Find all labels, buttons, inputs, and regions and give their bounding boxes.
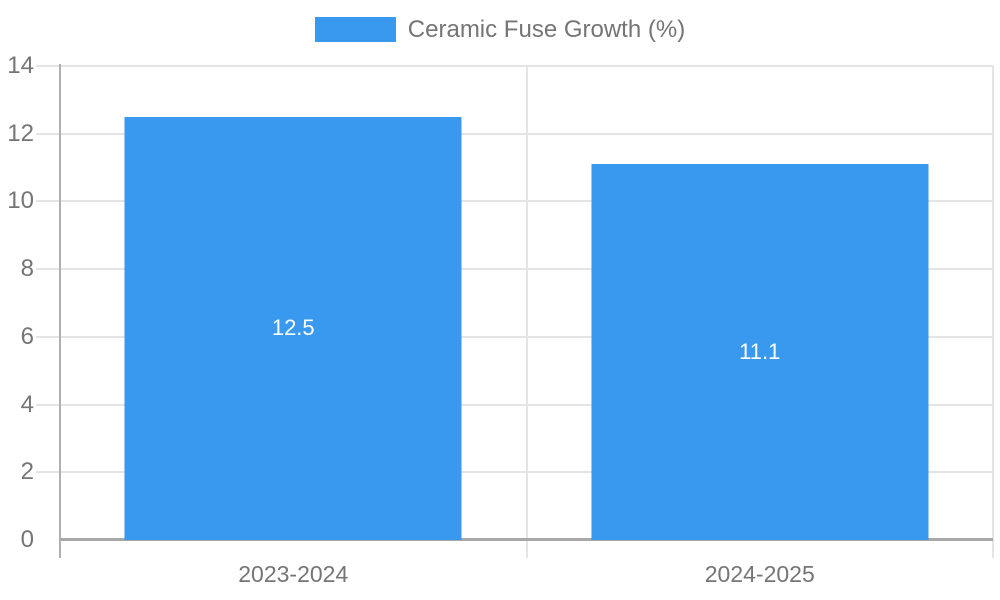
y-tick-label: 10 [7,187,34,215]
y-tick-label: 4 [20,390,34,418]
category-separator-line [525,66,528,558]
legend[interactable]: Ceramic Fuse Growth (%) [0,17,1000,42]
bar[interactable]: 12.5 [124,116,462,540]
bar-value-label: 11.1 [739,339,781,365]
legend-label: Ceramic Fuse Growth (%) [407,15,686,43]
legend-swatch [314,17,396,42]
x-category-label: 2023-2024 [238,561,349,587]
plot-right-border [992,66,994,558]
plot-area: 14 12 10 8 6 4 2 0 12.5 11.1 2023-2024 2… [7,54,994,586]
category-band: 12.5 [60,66,527,540]
y-tick-label: 6 [20,322,34,350]
gridline [36,200,993,203]
y-axis-line [59,64,61,558]
y-tick-label: 8 [20,255,34,283]
gridline [36,403,993,406]
x-axis-line [60,538,993,541]
y-tick-label: 2 [20,458,34,486]
bar-value-label: 12.5 [271,315,315,341]
gridline [36,268,993,271]
y-tick-label: 12 [7,119,34,147]
gridline [36,335,993,338]
gridline [36,471,993,474]
gridline [36,132,993,135]
y-tick-label: 14 [7,52,34,79]
y-tick-label: 0 [20,526,34,553]
category-band: 11.1 [527,66,994,540]
bar[interactable]: 11.1 [591,164,929,540]
x-category-label: 2024-2025 [704,561,815,587]
gridline [36,65,993,67]
